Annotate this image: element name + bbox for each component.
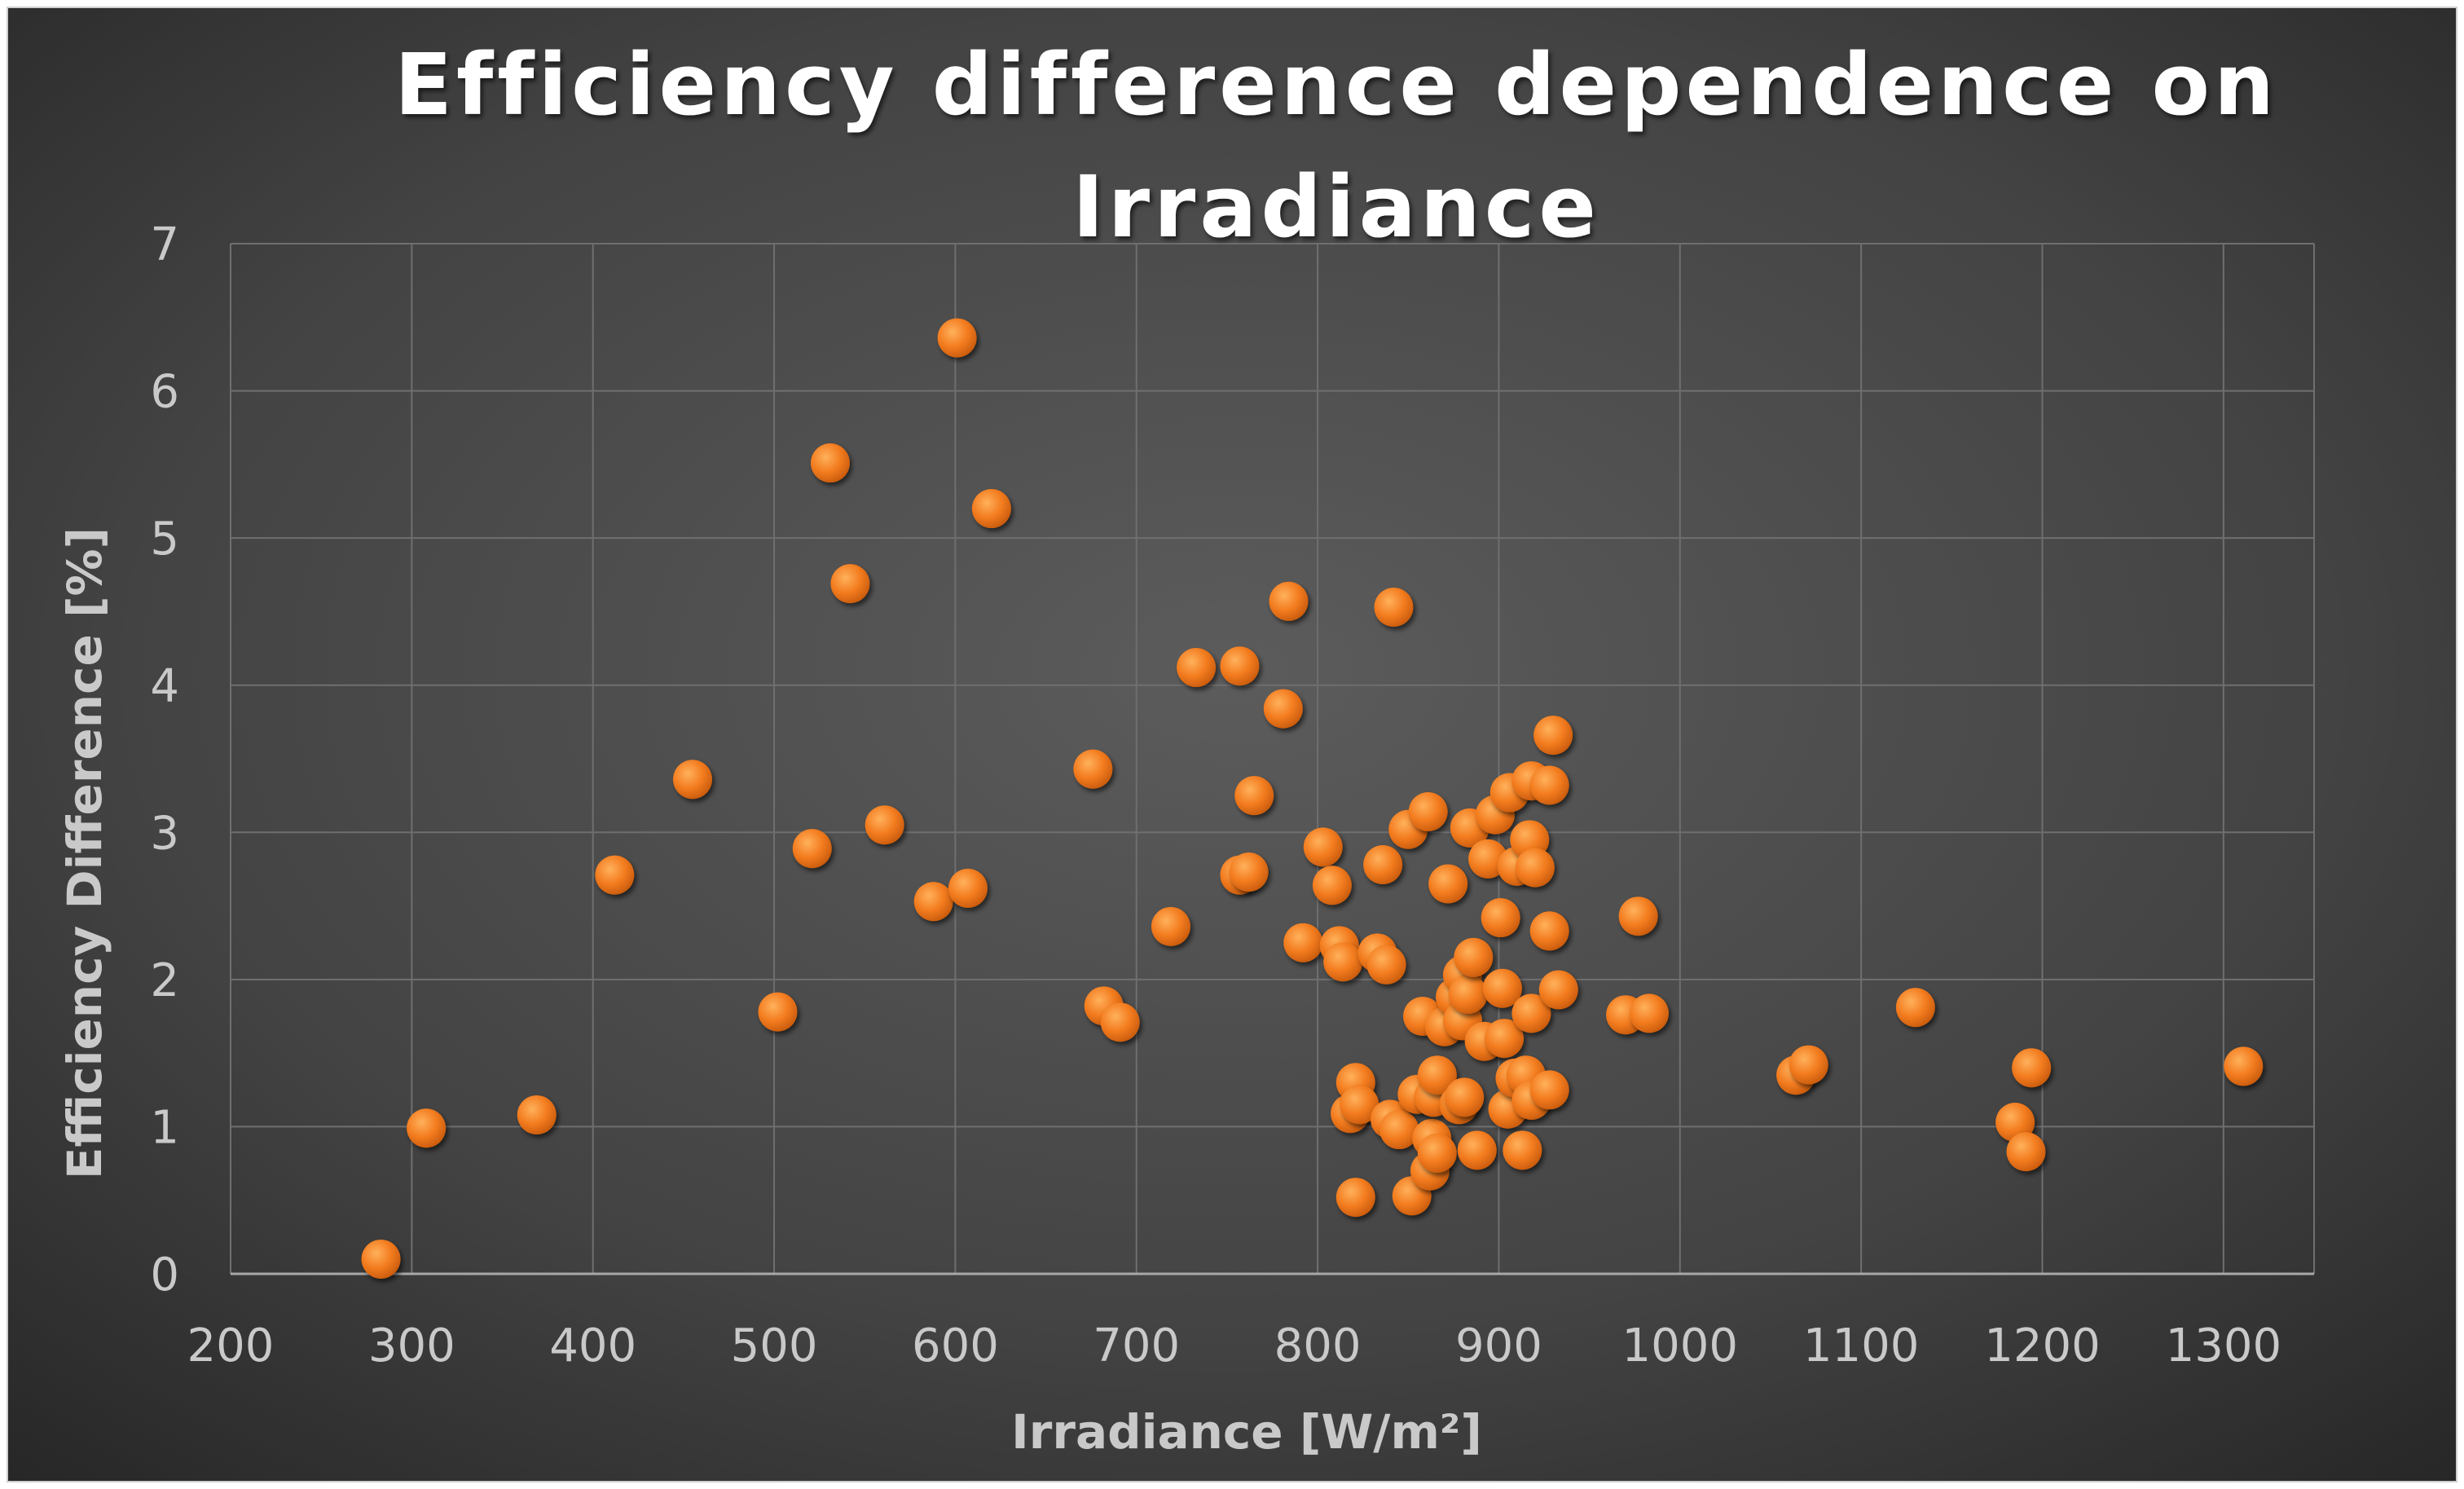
data-point [1529, 765, 1569, 805]
data-point [1263, 689, 1303, 729]
chart-title: Efficiency difference dependence on Irra… [394, 35, 2278, 257]
data-point [792, 829, 832, 869]
data-point [1533, 716, 1573, 756]
data-point [672, 760, 712, 800]
data-point [1283, 923, 1323, 963]
y-tick-label: 7 [150, 218, 179, 271]
x-tick-labels: 200 300 400 500 600 700 800 900 1000 1100 1200 1300 [187, 1319, 2282, 1372]
x-tick-label: 1100 [1803, 1319, 1920, 1372]
data-point [1073, 749, 1113, 789]
data-point [1100, 1002, 1140, 1042]
data-point [810, 443, 850, 483]
y-tick-label: 6 [150, 366, 179, 419]
data-point [948, 868, 988, 908]
data-point [1445, 1077, 1485, 1117]
chart-title-line-2: Irradiance [1072, 157, 1600, 257]
data-point [1481, 898, 1520, 938]
data-point [1789, 1045, 1828, 1085]
y-tick-labels: 0 1 2 3 4 5 6 7 [150, 218, 179, 1302]
data-points [361, 318, 2264, 1279]
data-point [1323, 942, 1363, 982]
data-point [1511, 993, 1551, 1033]
y-tick-label: 3 [150, 807, 179, 860]
y-tick-label: 4 [150, 660, 179, 713]
data-point [1408, 792, 1448, 832]
data-point [1515, 848, 1555, 888]
data-point [1529, 1070, 1569, 1110]
x-tick-label: 200 [187, 1319, 275, 1372]
data-point [1335, 1178, 1375, 1218]
data-point [1485, 1019, 1525, 1059]
data-point [1482, 968, 1522, 1008]
data-point [1895, 988, 1935, 1028]
data-point [2012, 1048, 2052, 1088]
data-point [1234, 776, 1274, 816]
data-point [758, 992, 798, 1032]
y-tick-label: 2 [150, 954, 179, 1007]
x-tick-label: 900 [1455, 1319, 1542, 1372]
data-point [1220, 646, 1260, 686]
y-axis-title: Efficiency Difference [%] [57, 527, 112, 1179]
data-point [1374, 588, 1414, 628]
data-point [1363, 845, 1403, 885]
data-point [830, 564, 870, 604]
data-point [517, 1095, 557, 1134]
data-point [1417, 1133, 1457, 1173]
x-tick-label: 300 [368, 1319, 455, 1372]
data-point [1454, 937, 1494, 977]
data-point [913, 882, 953, 922]
data-point [1269, 581, 1309, 621]
data-point [407, 1108, 447, 1148]
data-point [1229, 852, 1269, 892]
y-tick-label: 0 [150, 1249, 179, 1302]
chart-frame: 0 1 2 3 4 5 6 7 200 300 400 500 600 700 800 900 1000 110… [7, 7, 2457, 1482]
x-tick-label: 800 [1274, 1319, 1362, 1372]
x-tick-label: 1000 [1622, 1319, 1739, 1372]
data-point [865, 805, 904, 845]
x-axis-title: Irradiance [W/m²] [1011, 1404, 1482, 1460]
chart-background [8, 8, 2456, 1481]
data-point [1629, 993, 1669, 1033]
data-point [1428, 864, 1468, 904]
grid [230, 243, 2315, 1274]
data-point [1503, 1130, 1542, 1170]
data-point [1379, 1110, 1419, 1150]
x-tick-label: 500 [731, 1319, 818, 1372]
x-tick-label: 1200 [1984, 1319, 2101, 1372]
data-point [1448, 974, 1488, 1014]
data-point [1340, 1085, 1379, 1125]
data-point [937, 318, 977, 358]
scatter-chart: 0 1 2 3 4 5 6 7 200 300 400 500 600 700 800 900 1000 110… [8, 8, 2456, 1481]
y-tick-label: 5 [150, 513, 179, 566]
data-point [2224, 1046, 2264, 1086]
x-tick-label: 700 [1093, 1319, 1180, 1372]
data-point [971, 489, 1011, 529]
x-tick-label: 400 [549, 1319, 636, 1372]
data-point [1457, 1130, 1497, 1170]
data-point [1177, 648, 1217, 688]
data-point [1303, 827, 1343, 867]
x-tick-label: 1300 [2166, 1319, 2282, 1372]
data-point [1312, 866, 1352, 905]
data-point [1618, 896, 1658, 936]
x-tick-label: 600 [912, 1319, 999, 1372]
data-point [1538, 970, 1578, 1010]
data-point [361, 1239, 401, 1279]
data-point [1995, 1103, 2035, 1143]
data-point [1417, 1055, 1457, 1095]
data-point [2006, 1132, 2046, 1172]
data-point [1529, 911, 1569, 951]
data-point [1151, 906, 1190, 946]
data-point [1366, 945, 1406, 985]
chart-title-line-1: Efficiency difference dependence on [394, 35, 2278, 134]
y-tick-label: 1 [150, 1101, 179, 1154]
data-point [595, 855, 635, 895]
